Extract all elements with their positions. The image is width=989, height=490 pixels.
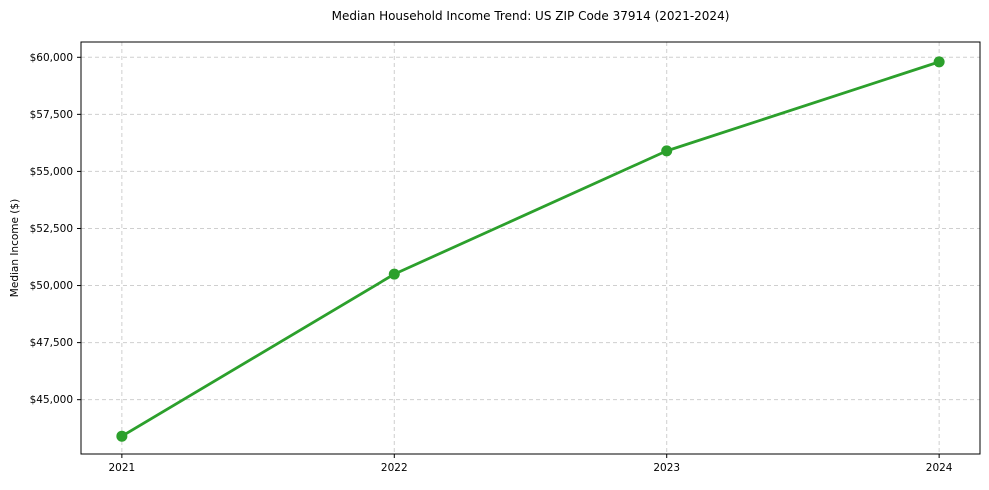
data-point-marker	[116, 430, 128, 442]
axes-layer: $45,000 $47,500 $50,000 $52,500 $55,000 $57,5…	[30, 41, 981, 474]
y-tick-label: $45,000	[30, 394, 73, 406]
series-median-household-income	[116, 56, 945, 442]
y-tick-label: $57,500	[30, 109, 73, 121]
y-tick-label: $55,000	[30, 166, 73, 178]
data-point-marker	[661, 145, 673, 157]
chart-title: Median Household Income Trend: US ZIP Co…	[331, 9, 730, 23]
plot-border	[80, 41, 981, 455]
data-point-marker	[388, 268, 400, 280]
x-tick-label: 2021	[108, 462, 135, 474]
x-tick-label: 2024	[926, 462, 953, 474]
y-tick-label: $47,500	[30, 337, 73, 349]
x-tick-label: 2022	[381, 462, 408, 474]
data-point-marker	[933, 56, 945, 68]
x-tick-label: 2023	[653, 462, 680, 474]
y-tick-label: $52,500	[30, 223, 73, 235]
series-line	[120, 60, 941, 438]
y-tick-label: $60,000	[30, 52, 73, 64]
y-tick-label: $50,000	[30, 280, 73, 292]
grid-layer	[81, 42, 980, 454]
